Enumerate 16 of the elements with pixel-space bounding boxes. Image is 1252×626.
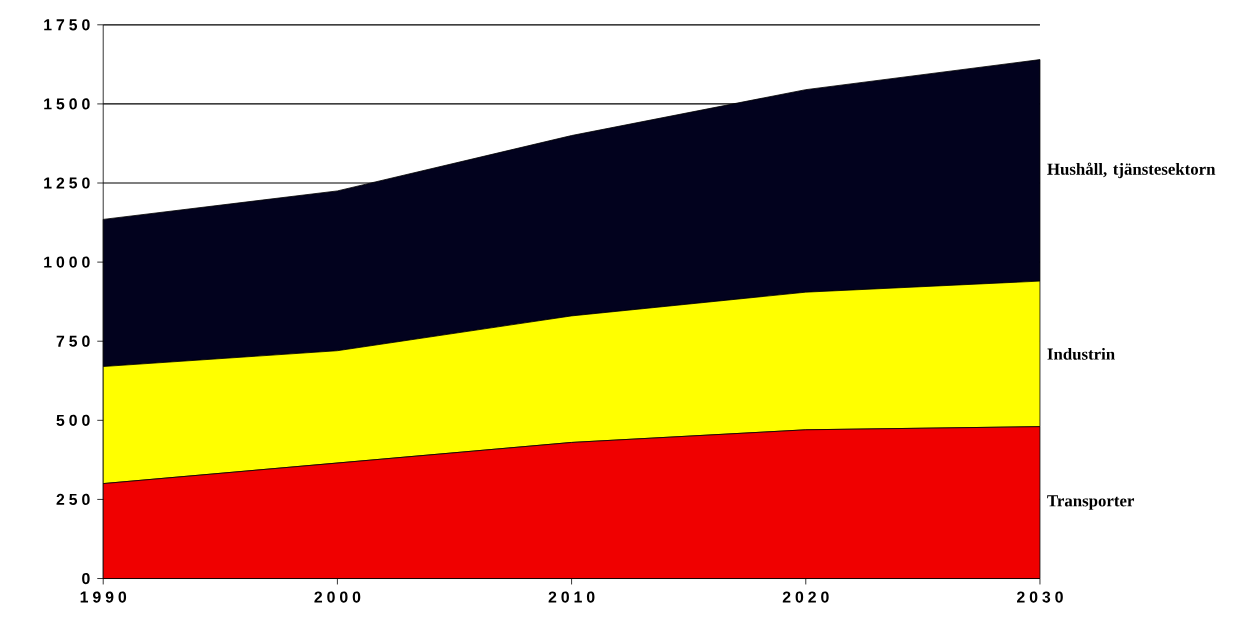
series-label: Hushåll, tjänstesektorn: [1047, 162, 1216, 179]
x-tick-label: 2 0 3 0: [1017, 591, 1063, 603]
y-tick-label: 5 0 0: [56, 414, 90, 426]
y-tick-label: 1 2 5 0: [44, 177, 90, 189]
y-tick-label: 0: [82, 572, 90, 585]
x-tick-label: 2 0 2 0: [782, 591, 829, 603]
y-tick-label: 1 5 0 0: [44, 98, 90, 110]
x-tick-label: 2 0 1 0: [548, 591, 595, 603]
y-tick-label: 7 5 0: [56, 335, 90, 347]
y-tick-label: 1 0 0 0: [44, 256, 90, 268]
x-tick-label: 1 9 9 0: [80, 591, 127, 603]
x-tick-label: 2 0 0 0: [314, 591, 361, 603]
series-label: Industrin: [1047, 347, 1115, 360]
y-tick-label: 1 7 5 0: [44, 19, 90, 31]
series-label: Transporter: [1047, 495, 1135, 510]
y-tick-label: 2 5 0: [56, 493, 90, 505]
